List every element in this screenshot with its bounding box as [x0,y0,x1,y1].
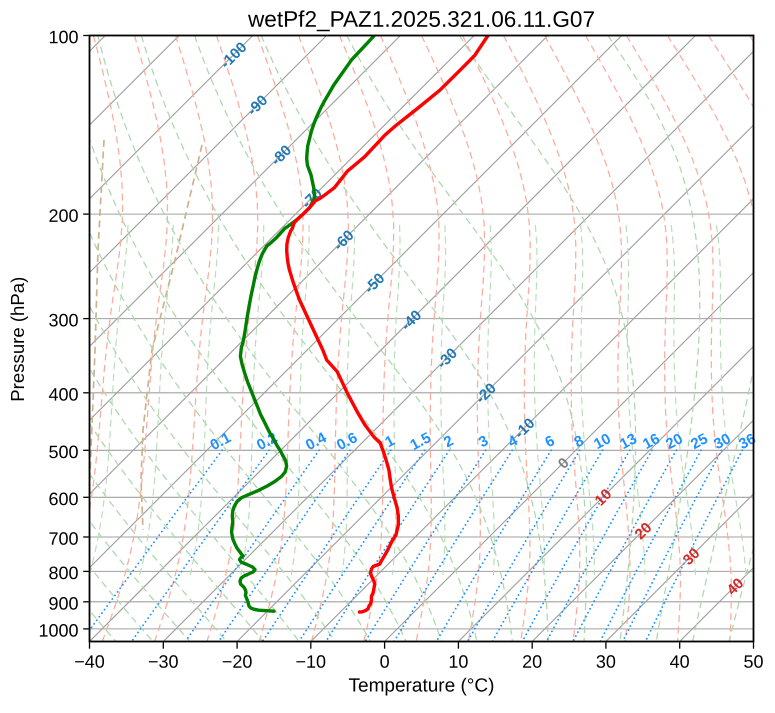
svg-text:100: 100 [48,27,78,47]
svg-text:500: 500 [48,442,78,462]
svg-text:0: 0 [380,652,390,672]
svg-text:40: 40 [670,652,690,672]
svg-text:700: 700 [48,529,78,549]
svg-text:1000: 1000 [38,621,78,641]
svg-text:−30: −30 [148,652,179,672]
svg-text:16: 16 [640,430,663,453]
svg-text:200: 200 [48,206,78,226]
svg-text:25: 25 [688,430,711,453]
svg-text:300: 300 [48,310,78,330]
svg-text:800: 800 [48,563,78,583]
svg-text:wetPf2_PAZ1.2025.321.06.11.G07: wetPf2_PAZ1.2025.321.06.11.G07 [247,7,595,32]
svg-text:13: 13 [617,430,640,453]
svg-text:900: 900 [48,594,78,614]
svg-text:20: 20 [663,430,686,453]
svg-text:Pressure (hPa): Pressure (hPa) [7,277,28,402]
svg-text:600: 600 [48,489,78,509]
svg-text:−20: −20 [222,652,253,672]
svg-text:Temperature (°C): Temperature (°C) [349,675,495,696]
svg-text:30: 30 [711,430,734,453]
svg-text:50: 50 [743,652,763,672]
svg-text:−10: −10 [296,652,327,672]
svg-text:10: 10 [591,430,614,453]
svg-text:−40: −40 [74,652,105,672]
svg-text:10: 10 [448,652,468,672]
svg-text:400: 400 [48,385,78,405]
svg-text:30: 30 [596,652,616,672]
svg-text:20: 20 [522,652,542,672]
